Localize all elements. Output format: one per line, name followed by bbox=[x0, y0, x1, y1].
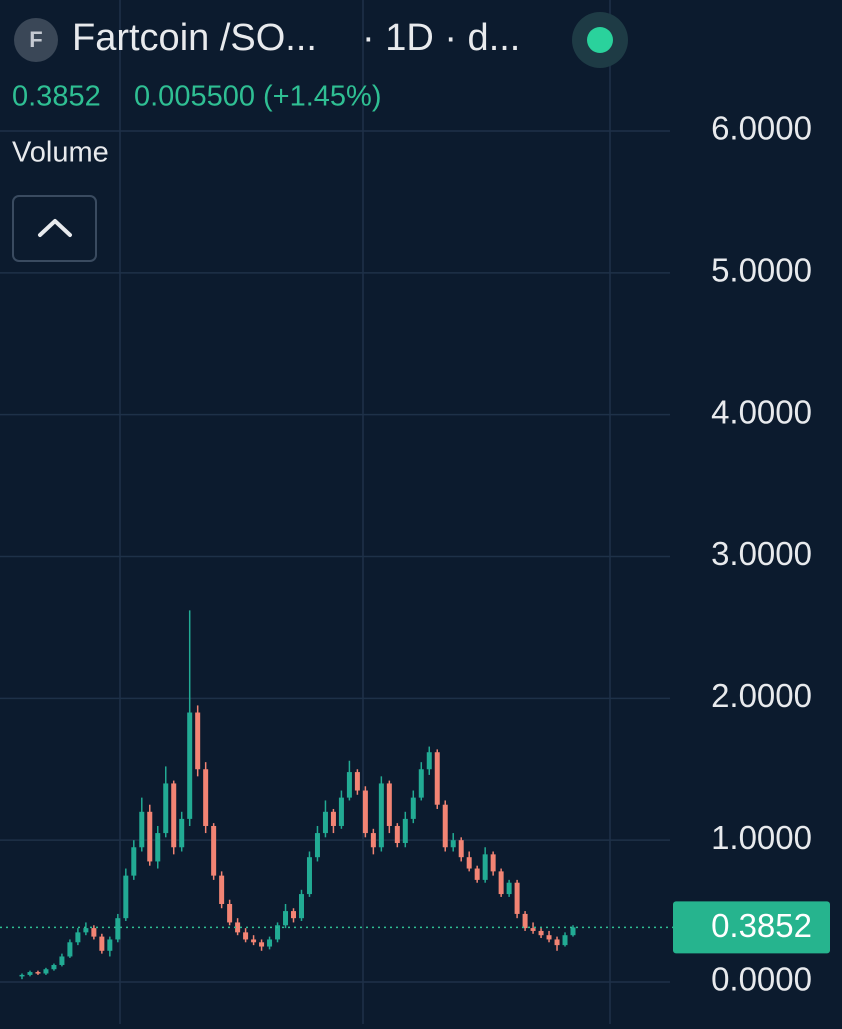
candle-body bbox=[195, 712, 201, 770]
candle-body bbox=[203, 769, 209, 826]
candle-body bbox=[490, 854, 496, 872]
candle-body bbox=[227, 903, 233, 923]
status-dot bbox=[587, 27, 613, 53]
candle-body bbox=[43, 969, 49, 974]
candle-body bbox=[155, 833, 161, 862]
interval[interactable]: · 1D · d... bbox=[362, 17, 520, 59]
candle-body bbox=[235, 922, 241, 933]
candle-body bbox=[370, 833, 376, 848]
candle-body bbox=[59, 956, 65, 965]
candle-body bbox=[19, 974, 25, 977]
collapse-button[interactable] bbox=[12, 195, 97, 262]
candle-body bbox=[482, 854, 488, 880]
candle-body bbox=[378, 783, 384, 848]
y-tick-label: 0.0000 bbox=[711, 961, 812, 998]
candle-body bbox=[83, 928, 89, 933]
y-tick-label: 2.0000 bbox=[711, 677, 812, 714]
candle-body bbox=[514, 882, 520, 914]
candle-body bbox=[442, 804, 448, 848]
candle-body bbox=[251, 939, 257, 943]
y-tick-label: 1.0000 bbox=[711, 819, 812, 856]
y-tick-label: 3.0000 bbox=[711, 535, 812, 572]
candle-body bbox=[259, 942, 265, 947]
candle-body bbox=[554, 939, 560, 946]
icon-letter: F bbox=[29, 27, 42, 52]
y-tick-label: 5.0000 bbox=[711, 252, 812, 289]
candle-body bbox=[243, 932, 249, 940]
candle-body bbox=[562, 935, 568, 946]
candle-body bbox=[51, 964, 57, 970]
price-change: 0.005500 (+1.45%) bbox=[134, 81, 382, 113]
last-price: 0.3852 bbox=[12, 81, 101, 113]
candle-body bbox=[402, 818, 408, 844]
candle-body bbox=[410, 797, 416, 819]
candle-body bbox=[283, 911, 289, 926]
candle-body bbox=[275, 925, 281, 940]
candle-body bbox=[67, 942, 73, 957]
candle-body bbox=[179, 818, 185, 848]
candle-body bbox=[386, 783, 392, 826]
candle-body bbox=[434, 752, 440, 805]
candle-body bbox=[506, 882, 512, 895]
candle-body bbox=[171, 783, 177, 848]
candle-body bbox=[330, 811, 336, 826]
candle-body bbox=[298, 894, 304, 919]
candle-body bbox=[322, 811, 328, 834]
candle-body bbox=[570, 927, 576, 936]
indicator-label[interactable]: Volume bbox=[12, 137, 109, 169]
candle-body bbox=[35, 972, 41, 974]
y-tick-label: 6.0000 bbox=[711, 110, 812, 147]
candle-body bbox=[394, 825, 400, 844]
candle-body bbox=[354, 772, 360, 791]
candle-body bbox=[107, 939, 113, 951]
candle-body bbox=[115, 918, 121, 940]
candle-body bbox=[306, 857, 312, 895]
price-tag bbox=[673, 901, 830, 954]
candle-body bbox=[123, 875, 129, 919]
candle-body bbox=[458, 840, 464, 858]
candle-body bbox=[546, 935, 552, 940]
candle-body bbox=[450, 840, 456, 848]
candle-body bbox=[291, 911, 297, 919]
grid bbox=[0, 0, 670, 1024]
candle-body bbox=[498, 871, 504, 895]
candle-body bbox=[187, 712, 193, 819]
candle-body bbox=[147, 811, 153, 862]
candle-body bbox=[99, 936, 105, 951]
symbol-icon bbox=[14, 18, 58, 62]
chevron-up bbox=[38, 219, 72, 237]
candle-body bbox=[530, 928, 536, 931]
candle-body bbox=[466, 857, 472, 869]
candle-body bbox=[211, 825, 217, 876]
candle-body bbox=[538, 930, 544, 936]
candle-body bbox=[219, 875, 225, 904]
candle-body bbox=[163, 783, 169, 834]
candle-body bbox=[362, 790, 368, 834]
candle-body bbox=[338, 797, 344, 826]
plot bbox=[19, 610, 576, 980]
candle-body bbox=[426, 752, 432, 770]
candle-body bbox=[267, 939, 273, 947]
candle-body bbox=[474, 868, 480, 880]
candle-body bbox=[27, 972, 33, 975]
candle-body bbox=[522, 913, 528, 929]
candle-body bbox=[346, 772, 352, 798]
symbol[interactable]: Fartcoin /SO... bbox=[72, 17, 317, 59]
y-tick-label: 4.0000 bbox=[711, 393, 812, 430]
candle-body bbox=[91, 928, 97, 937]
candle-body bbox=[418, 769, 424, 798]
price-tag-label: 0.3852 bbox=[711, 907, 812, 944]
candle-body bbox=[131, 847, 137, 876]
candle-body bbox=[75, 932, 81, 943]
candle-body bbox=[314, 833, 320, 858]
candle-body bbox=[139, 811, 145, 848]
